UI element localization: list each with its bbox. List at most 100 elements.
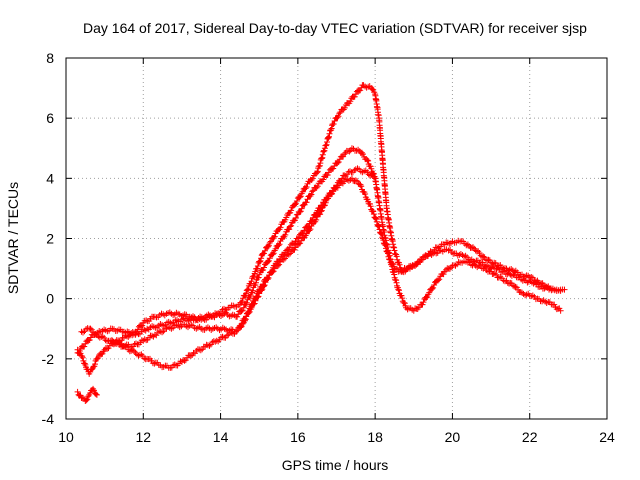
x-tick-label: 24 [599, 429, 615, 445]
series-trace-segment [462, 252, 474, 264]
series-trace-segment [459, 258, 469, 266]
series-trace-segment [357, 149, 370, 163]
data-point [414, 259, 421, 266]
series-trace-segment [524, 278, 535, 286]
data-point [248, 304, 255, 311]
data-point [318, 208, 325, 215]
series-trace-segment [555, 286, 566, 294]
series-trace-segment [365, 171, 377, 180]
series-trace-segment [268, 227, 281, 242]
data-point [341, 172, 348, 179]
series-trace-segment [322, 122, 336, 149]
series-trace-segment [83, 393, 92, 404]
series-trace-segment [130, 337, 145, 350]
series-trace-segment [443, 239, 454, 247]
series-trace-segment [215, 305, 230, 317]
data-point [372, 175, 379, 182]
series-trace-segment [292, 193, 304, 208]
series-trace-segment [280, 251, 292, 263]
series-trace-segment [79, 394, 87, 402]
series-trace-segment [388, 261, 401, 291]
series-trace-segment [497, 273, 508, 285]
series-trace-segment [180, 352, 196, 364]
series-trace-segment [295, 223, 312, 241]
data-point [426, 289, 433, 296]
data-point [341, 151, 348, 158]
series-trace-segment [272, 249, 289, 267]
series-trace-segment [165, 321, 180, 332]
data-point [267, 238, 274, 245]
y-tick-label: 4 [46, 170, 54, 186]
series-trace-segment [303, 188, 316, 206]
series-arc-2 [74, 82, 568, 356]
y-tick-label: 6 [46, 110, 54, 126]
series-trace-segment [369, 86, 378, 96]
series-trace-segment [145, 323, 161, 333]
series-trace-segment [330, 172, 347, 191]
series-trace-segment [423, 250, 435, 260]
series-trace-segment [192, 313, 207, 324]
series-trace-segment [396, 259, 405, 273]
series-trace-segment [380, 161, 390, 212]
series-trace-segment [396, 287, 409, 309]
x-tick-label: 16 [290, 429, 306, 445]
series-trace-segment [342, 147, 354, 156]
series-trace-segment [245, 270, 258, 293]
series-trace-segment [454, 251, 466, 259]
series-trace-segment [516, 274, 528, 284]
series-trace-segment [261, 239, 273, 257]
series-trace-segment [458, 238, 470, 249]
series-trace-segment [474, 263, 485, 271]
data-point [557, 307, 564, 314]
series-trace-segment [153, 310, 168, 321]
series-trace-segment [169, 316, 184, 327]
series-trace-segment [493, 265, 505, 276]
data-point [252, 268, 259, 275]
data-point [93, 355, 100, 362]
series-trace-segment [501, 268, 512, 278]
data-series [74, 82, 568, 404]
series-trace-segment [249, 274, 262, 296]
series-trace-segment [354, 165, 369, 176]
series-trace-segment [551, 301, 563, 313]
series-trace-segment [79, 353, 88, 367]
data-point [391, 247, 398, 254]
series-trace-segment [241, 292, 254, 308]
series-trace-segment [520, 290, 532, 299]
series-trace-segment [91, 387, 99, 398]
series-trace-segment [536, 296, 547, 305]
series-trace-segment [427, 278, 439, 293]
series-trace-segment [485, 263, 497, 272]
series-trace-segment [528, 274, 539, 285]
x-tick-label: 10 [58, 429, 74, 445]
data-point [395, 286, 402, 293]
series-trace-segment [539, 284, 551, 292]
series-trace-segment [372, 215, 386, 241]
series-trace-segment [295, 201, 308, 215]
series-trace-segment [87, 325, 99, 338]
series-trace-segment [168, 358, 184, 371]
x-axis-label: GPS time / hours [282, 457, 389, 473]
series-trace-segment [75, 343, 88, 356]
series-trace-segment [260, 262, 277, 290]
series-trace-segment [180, 315, 195, 324]
series-trace-segment [451, 237, 462, 246]
y-axis-label: SDTVAR / TECUs [5, 182, 21, 294]
series-trace-segment [307, 170, 320, 183]
series-trace-segment [264, 250, 277, 265]
series-trace-segment [234, 307, 246, 320]
series-trace-segment [548, 285, 558, 294]
data-point [240, 304, 247, 311]
series-trace-segment [307, 204, 324, 225]
series-trace-segment [134, 326, 149, 338]
series-trace-segment [330, 110, 343, 127]
series-trace-segment [466, 259, 478, 269]
series-trace-segment [435, 270, 447, 284]
series-trace-segment [466, 243, 478, 252]
series-trace-segment [122, 343, 138, 355]
y-tick-label: 2 [46, 231, 54, 247]
series-arc-4 [74, 385, 100, 404]
